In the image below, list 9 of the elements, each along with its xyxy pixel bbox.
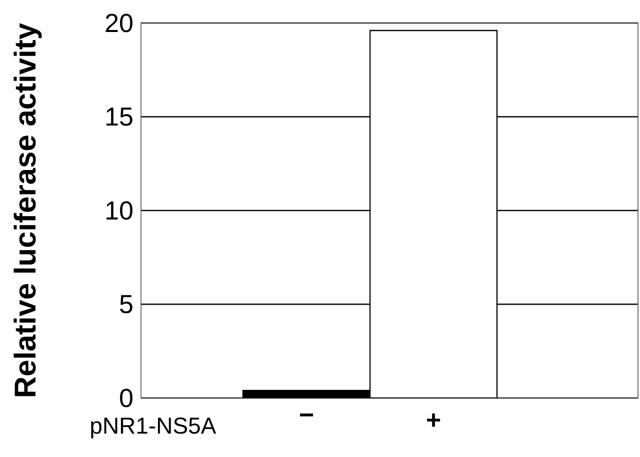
- x-axis-title: pNR1-NS5A: [91, 418, 216, 438]
- y-axis-title: Relative luciferase activity: [14, 23, 42, 396]
- y-tick-label: 10: [106, 201, 132, 220]
- x-tick-label: +: [427, 414, 440, 427]
- y-tick-label: 20: [106, 14, 132, 32]
- y-tick-label: 0: [120, 388, 132, 408]
- y-tick-label: 15: [106, 108, 132, 126]
- y-tick-label: 5: [120, 295, 132, 314]
- x-tick-label: −: [300, 414, 314, 416]
